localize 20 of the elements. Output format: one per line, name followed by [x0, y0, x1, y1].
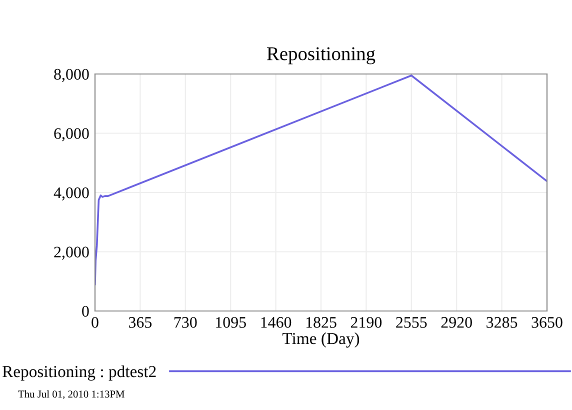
y-tick-label: 4,000	[54, 187, 89, 200]
y-tick-label: 2,000	[54, 246, 89, 260]
x-tick-label: 1825	[306, 317, 336, 328]
x-tick-label: 1460	[261, 317, 292, 328]
x-axis-title: Time (Day)	[282, 332, 360, 348]
text: Repositioning : pdtest2	[2, 365, 156, 381]
y-tick-label: 0	[82, 306, 89, 317]
x-tick-label: 3285	[486, 317, 518, 328]
x-tick-label: 1095	[216, 317, 246, 328]
x-tick-label: 2190	[350, 317, 382, 328]
x-tick-label: 730	[174, 317, 197, 328]
y-tick-label: 6,000	[54, 128, 89, 142]
x-tick-label: 3650	[532, 317, 562, 328]
x-tick-label: 365	[128, 317, 152, 328]
x-tick-label: 2920	[441, 317, 472, 328]
x-tick-label: 2555	[396, 317, 427, 328]
chart-title: Repositioning	[267, 47, 376, 64]
text: Thu Jul 01, 2010 1:13PM	[18, 390, 124, 400]
y-tick-label: 8,000	[54, 68, 89, 82]
x-tick-label: 0	[92, 317, 98, 328]
